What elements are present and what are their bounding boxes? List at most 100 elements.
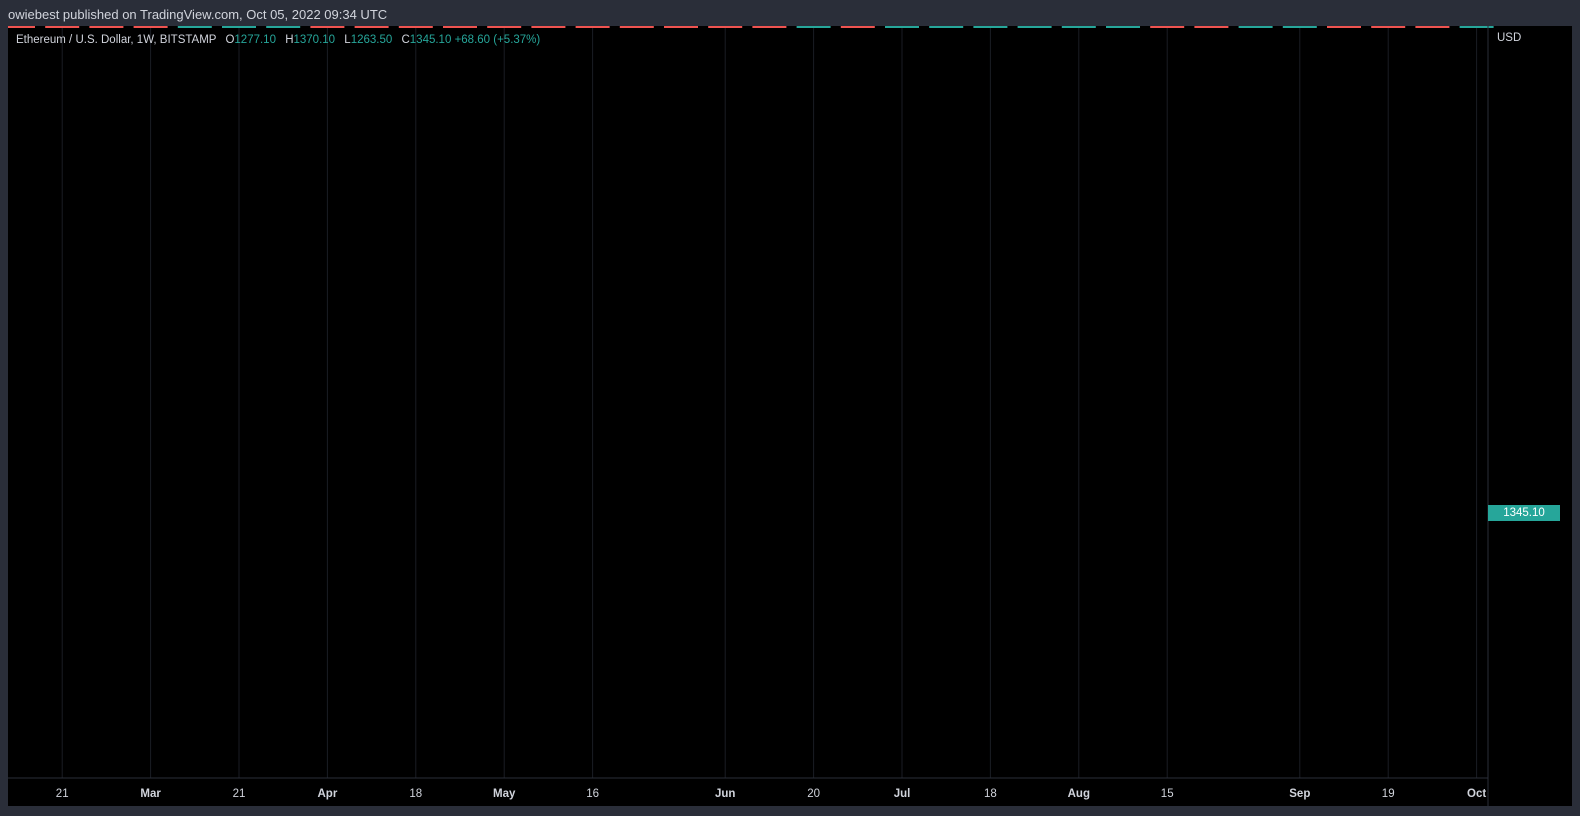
candle-up [1282, 26, 1317, 28]
symbol-legend: Ethereum / U.S. Dollar, 1W, BITSTAMP O12… [16, 34, 540, 46]
candle-body [752, 26, 787, 28]
candle-body [266, 26, 301, 28]
candle-body [664, 26, 698, 28]
low-value: 1263.50 [350, 34, 393, 46]
time-tick-label: 21 [56, 788, 69, 800]
symbol-title: Ethereum / U.S. Dollar, 1W, BITSTAMP [16, 34, 217, 46]
candle-up [222, 26, 256, 28]
candle-down [1415, 26, 1450, 28]
candle-body [443, 26, 477, 28]
candle-down [531, 26, 566, 28]
candle-down [708, 26, 743, 28]
candle-down [133, 26, 168, 28]
candle-body [1061, 26, 1096, 28]
candle-body [1371, 26, 1406, 28]
candle-body [1282, 26, 1317, 28]
candle-body [1150, 26, 1185, 28]
candle-up [973, 26, 1008, 28]
candle-up [1017, 26, 1052, 28]
close-value: 1345.10 [409, 34, 452, 46]
candle-body [354, 26, 389, 28]
candle-down [354, 26, 389, 28]
candle-up [1106, 26, 1140, 28]
candle-down [619, 26, 654, 28]
candle-up [796, 26, 831, 28]
candle-down [443, 26, 477, 28]
chart-panel[interactable]: 3200.003000.002800.002600.002400.002200.… [8, 26, 1572, 806]
last-price-tag: 1345.10 [1488, 505, 1560, 521]
high-label: H [285, 34, 294, 46]
candle-body [8, 26, 35, 28]
time-tick-label: 18 [984, 788, 997, 800]
time-axis[interactable]: 21 Mar 21 Apr 18 May 16 Jun 20 Jul 18 Aug 15 Sep 19 Oct [56, 788, 1487, 800]
time-tick-label: Sep [1289, 788, 1310, 800]
candle-up [1238, 26, 1273, 28]
time-tick-label: 15 [1161, 788, 1174, 800]
low-label: L [344, 34, 351, 46]
time-tick-label: May [493, 788, 516, 800]
candle-body [487, 26, 522, 28]
candle-body [1459, 26, 1494, 28]
time-tick-label: Jun [715, 788, 735, 800]
candle-body [840, 26, 875, 28]
time-tick-label: 20 [807, 788, 820, 800]
candle-body [708, 26, 743, 28]
candle-down [8, 26, 35, 28]
publish-info-text: owiebest published on TradingView.com, O… [8, 7, 388, 22]
candle-body [310, 26, 345, 28]
time-tick-label: Oct [1467, 788, 1486, 800]
candle-body [133, 26, 168, 28]
candle-down [840, 26, 875, 28]
candle-down [752, 26, 787, 28]
candle-body [929, 26, 964, 28]
high-value: 1370.10 [293, 34, 336, 46]
candle-down [398, 26, 433, 28]
open-label: O [225, 34, 235, 46]
open-value: 1277.10 [234, 34, 276, 46]
time-tick-label: 19 [1382, 788, 1395, 800]
candle-body [45, 26, 80, 28]
time-tick-label: 21 [233, 788, 246, 800]
candle-down [310, 26, 345, 28]
candle-body [575, 26, 610, 28]
candle-down [1194, 26, 1229, 28]
candle-up [1061, 26, 1096, 28]
change-value: +68.60 (+5.37%) [454, 34, 541, 46]
candle-body [973, 26, 1008, 28]
candle-body [885, 26, 919, 28]
candle-body [796, 26, 831, 28]
candle-up [885, 26, 919, 28]
candle-body [1415, 26, 1450, 28]
candles [8, 26, 1494, 28]
candle-up [929, 26, 964, 28]
candle-up [177, 26, 212, 28]
currency-label[interactable]: USD [1497, 32, 1522, 44]
candle-down [575, 26, 610, 28]
candle-down [487, 26, 522, 28]
candle-body [89, 26, 124, 28]
candle-body [177, 26, 212, 28]
candle-body [398, 26, 433, 28]
time-tick-label: Aug [1068, 788, 1090, 800]
time-tick-label: Jul [894, 788, 911, 800]
candlestick-chart[interactable]: 3200.003000.002800.002600.002400.002200.… [8, 26, 1572, 806]
candle-body [619, 26, 654, 28]
time-tick-label: Mar [140, 788, 161, 800]
candle-down [45, 26, 80, 28]
candle-down [1327, 26, 1361, 28]
candle-down [1371, 26, 1406, 28]
close-label: C [401, 34, 410, 46]
candle-up [266, 26, 301, 28]
candle-body [1194, 26, 1229, 28]
grid-lines [61, 26, 1478, 778]
candle-down [1150, 26, 1185, 28]
candle-body [1106, 26, 1140, 28]
candle-up [1459, 26, 1494, 28]
candle-down [664, 26, 698, 28]
candle-body [1017, 26, 1052, 28]
publish-header: owiebest published on TradingView.com, O… [0, 0, 1580, 26]
candle-body [222, 26, 256, 28]
candle-body [1327, 26, 1361, 28]
time-tick-label: 18 [409, 788, 422, 800]
time-tick-label: 16 [586, 788, 599, 800]
